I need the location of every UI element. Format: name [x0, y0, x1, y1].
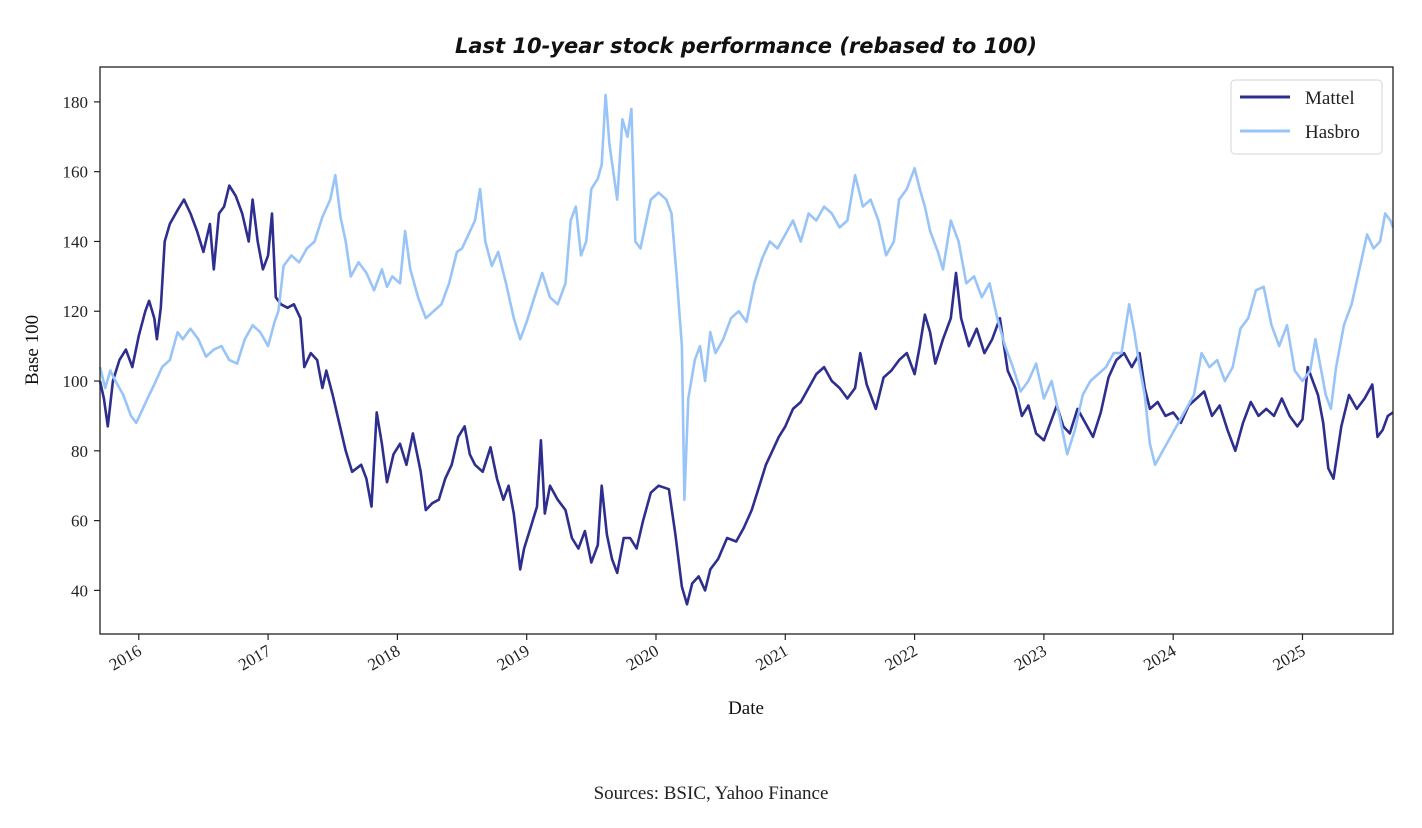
- y-tick-label: 140: [63, 232, 89, 251]
- x-tick-label: 2025: [1270, 641, 1309, 674]
- chart-title: Last 10-year stock performance (rebased …: [455, 34, 1037, 58]
- x-tick-label: 2023: [1011, 641, 1050, 674]
- y-tick-label: 40: [71, 581, 88, 600]
- x-tick-label: 2018: [364, 641, 403, 674]
- y-tick-label: 100: [63, 372, 89, 391]
- y-tick-label: 120: [63, 302, 89, 321]
- x-tick-label: 2022: [882, 641, 921, 674]
- x-tick-label: 2020: [623, 641, 662, 674]
- y-tick-label: 180: [63, 93, 89, 112]
- legend: Mattel Hasbro: [1230, 79, 1383, 155]
- y-axis-title: Base 100: [22, 315, 43, 385]
- x-tick-label: 2024: [1140, 641, 1179, 675]
- y-axis: 40 60 80 100 120 140 160 180: [63, 93, 100, 600]
- y-tick-label: 80: [71, 442, 88, 461]
- series-line-hasbro: [98, 93, 1395, 501]
- x-tick-label: 2019: [494, 641, 533, 674]
- y-tick-label: 60: [71, 512, 88, 531]
- series-line-mattel: [98, 184, 1394, 606]
- legend-label-hasbro: Hasbro: [1305, 122, 1360, 143]
- series-layer: [98, 93, 1395, 606]
- x-tick-label: 2021: [752, 641, 791, 674]
- x-axis: 2016 2017 2018 2019 2020 2021 2022 2023 2024 2025: [106, 634, 1309, 675]
- y-tick-label: 160: [63, 163, 89, 182]
- x-axis-title: Date: [728, 698, 764, 719]
- source-note: Sources: BSIC, Yahoo Finance: [593, 783, 829, 804]
- x-tick-label: 2017: [235, 641, 274, 675]
- legend-label-mattel: Mattel: [1305, 88, 1355, 109]
- x-tick-label: 2016: [106, 641, 145, 674]
- plot-frame: [99, 66, 1394, 635]
